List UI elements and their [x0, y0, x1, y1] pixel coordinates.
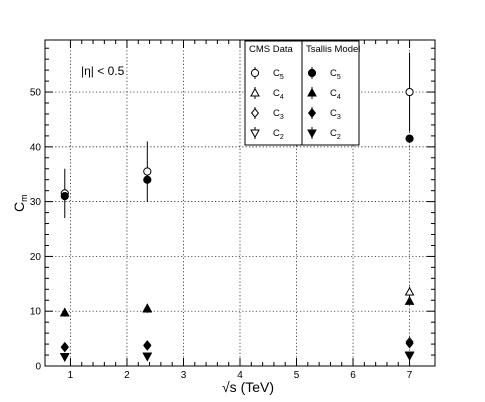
x-tick-label: 1: [68, 370, 74, 381]
axes: 1 2 3 4 5 6 7 0 10 20 30 40 50: [30, 39, 436, 381]
data-point: [404, 352, 415, 361]
legend-marker: [307, 68, 317, 78]
data-point: [59, 353, 70, 362]
x-tick-label: 7: [407, 370, 413, 381]
y-tick-label: 10: [30, 307, 42, 318]
legend-label-sub: 5: [337, 74, 341, 81]
data-point: [405, 338, 414, 349]
legend-label-main: C: [330, 108, 337, 119]
svg-text:Cm: Cm: [11, 194, 29, 212]
x-tick-label: 2: [124, 370, 130, 381]
y-tick-label: 0: [35, 362, 41, 373]
legend-label-main: C: [330, 128, 337, 139]
y-axis-title-main: C: [11, 202, 27, 212]
legend-marker: [250, 129, 260, 139]
series-5: [60, 134, 414, 201]
legend-label: C3: [330, 108, 341, 121]
legend-marker: [307, 108, 317, 118]
legend-label-sub: 2: [280, 134, 284, 141]
legend-label-sub: 4: [337, 94, 341, 101]
legend-label: C5: [273, 68, 284, 81]
data-point: [404, 296, 415, 305]
legend-marker: [250, 108, 260, 118]
y-tick-label: 30: [30, 197, 42, 208]
legend-label-sub: 5: [280, 74, 284, 81]
x-tick-label: 5: [294, 370, 300, 381]
series-8: [59, 352, 415, 362]
data-point: [142, 303, 153, 313]
x-axis-title: √s (TeV): [222, 379, 274, 395]
legend-marker: [250, 87, 260, 97]
data-point: [143, 175, 152, 184]
data-point: [59, 307, 70, 317]
legend-label-sub: 4: [280, 94, 284, 101]
series-6: [59, 296, 415, 317]
legend-label-main: C: [273, 88, 280, 99]
legend-title: CMS Data: [249, 44, 294, 55]
y-tick-label: 20: [30, 252, 42, 263]
x-tick-label: 4: [237, 370, 243, 381]
legend-label-main: C: [273, 108, 280, 119]
legend-label: C5: [330, 68, 341, 81]
legend-marker: [250, 68, 260, 78]
data-point: [60, 342, 69, 353]
legend-title: Tsallis Model: [306, 44, 360, 55]
legend-label-sub: 3: [280, 114, 284, 121]
legend-label-sub: 2: [337, 134, 341, 141]
data-point: [405, 134, 414, 143]
data-points: [59, 52, 415, 362]
y-axis-title-sub: m: [19, 194, 29, 202]
data-point: [143, 167, 152, 176]
data-point: [405, 87, 414, 97]
data-point: [404, 286, 415, 296]
legend-label: C4: [330, 88, 341, 101]
legend-label-main: C: [330, 68, 337, 79]
legend-label: C2: [330, 128, 341, 141]
legend-label: C4: [273, 88, 284, 101]
legend-marker: [307, 87, 317, 97]
legend-label-sub: 3: [337, 114, 341, 121]
legend-label-main: C: [330, 88, 337, 99]
data-point: [60, 192, 69, 201]
legend-label-main: C: [273, 68, 280, 79]
y-axis-title: Cm: [11, 194, 29, 212]
series-7: [60, 338, 414, 353]
legend-label: C2: [273, 128, 284, 141]
x-tick-label: 6: [350, 370, 356, 381]
grid-lines: [45, 40, 435, 366]
x-tick-label: 3: [181, 370, 187, 381]
legend-marker: [307, 129, 317, 139]
data-point: [142, 352, 153, 362]
data-point: [143, 340, 152, 351]
legend-label: C3: [273, 108, 284, 121]
y-tick-label: 50: [30, 88, 42, 99]
eta-annotation: |η| < 0.5: [81, 64, 125, 78]
y-tick-label: 40: [30, 142, 42, 153]
legend-label-main: C: [273, 128, 280, 139]
